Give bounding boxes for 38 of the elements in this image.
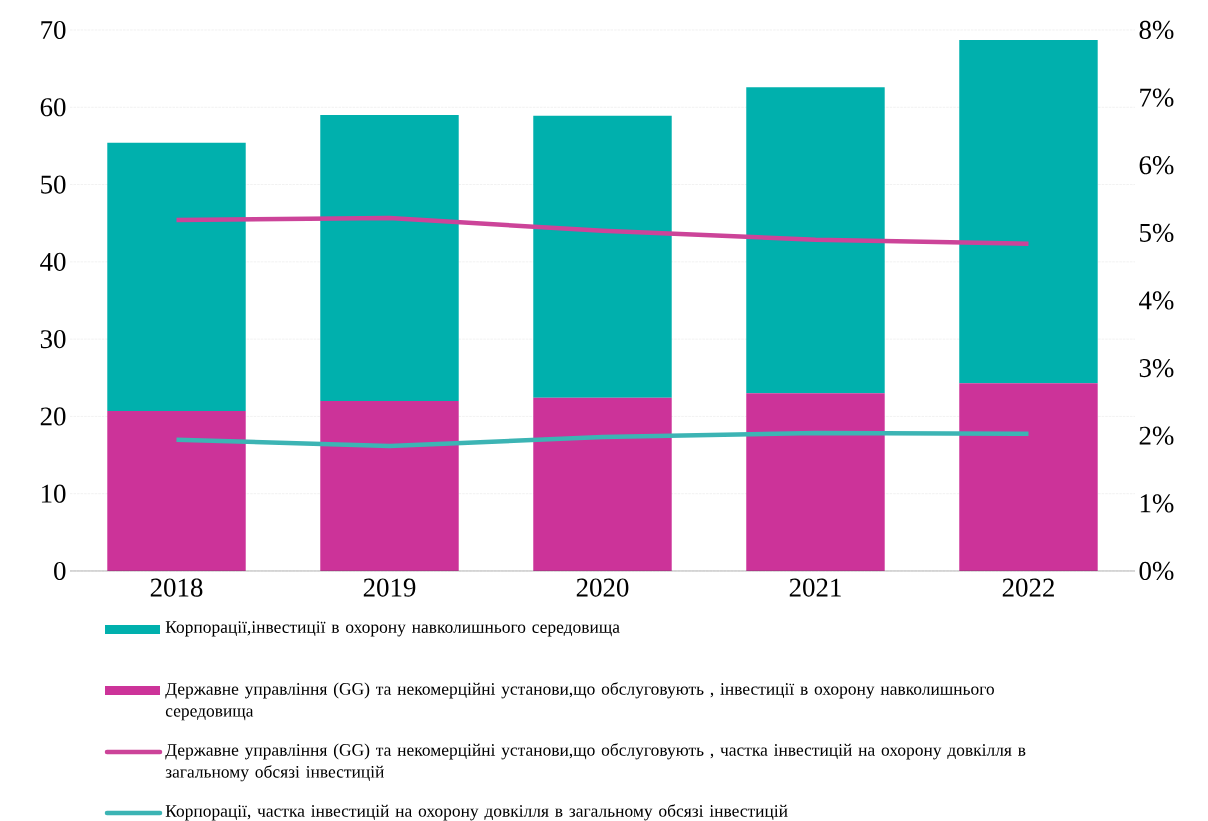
- y2-tick-label: 8%: [1139, 20, 1174, 40]
- x-tick-label: 2018: [150, 578, 203, 597]
- x-tick-label: 2019: [363, 578, 416, 597]
- y2-tick-label: 5%: [1140, 223, 1174, 242]
- y-tick-label: 60: [40, 98, 66, 117]
- y2-tick-label: 3%: [1139, 358, 1174, 378]
- legend-label: Державне управління (GG) та некомерційні установи,що обслуговують , частка інвестицій на охорону довкілля в загальному обсязі інвестицій: [165, 743, 1026, 782]
- bar: [533, 397, 672, 571]
- x-tick-label: 2020: [576, 578, 629, 597]
- y-tick-label: 20: [40, 407, 66, 426]
- y-tick-label: 50: [41, 175, 66, 194]
- y2-tick-label: 2%: [1139, 426, 1174, 445]
- bar: [107, 411, 246, 571]
- x-tick-label: 2021: [789, 578, 841, 597]
- bar: [107, 142, 246, 412]
- line-series: [174, 215, 1031, 246]
- y-tick-label: 30: [40, 330, 66, 349]
- y-tick-label: 70: [41, 20, 66, 40]
- y2-tick-label: 4%: [1139, 291, 1174, 310]
- bar: [533, 115, 672, 398]
- bar: [959, 40, 1098, 384]
- legend-label: Корпорації, частка інвестицій на охорону довкілля в загальному обсязі інвестицій: [165, 804, 788, 821]
- y2-tick-label: 6%: [1139, 156, 1174, 175]
- bar: [320, 115, 459, 401]
- bar: [746, 393, 885, 571]
- y2-tick-label: 7%: [1140, 88, 1174, 107]
- x-tick-label: 2022: [1002, 578, 1054, 597]
- bar: [320, 400, 459, 571]
- line-series: [174, 430, 1031, 449]
- y-tick-label: 40: [40, 252, 66, 271]
- y-tick-label: 0: [54, 561, 66, 581]
- bar: [746, 87, 885, 394]
- y-tick-label: 10: [41, 484, 66, 503]
- legend-label: Корпорації,інвестиції в охорону навколишнього середовища: [165, 621, 620, 637]
- y2-tick-label: 1%: [1140, 494, 1174, 513]
- bar: [959, 383, 1098, 571]
- legend-label: Державне управління (GG) та некомерційні установи,що обслуговують , інвестиції в охорону навколишнього середовища: [165, 682, 994, 721]
- y2-tick-label: 0%: [1139, 561, 1174, 581]
